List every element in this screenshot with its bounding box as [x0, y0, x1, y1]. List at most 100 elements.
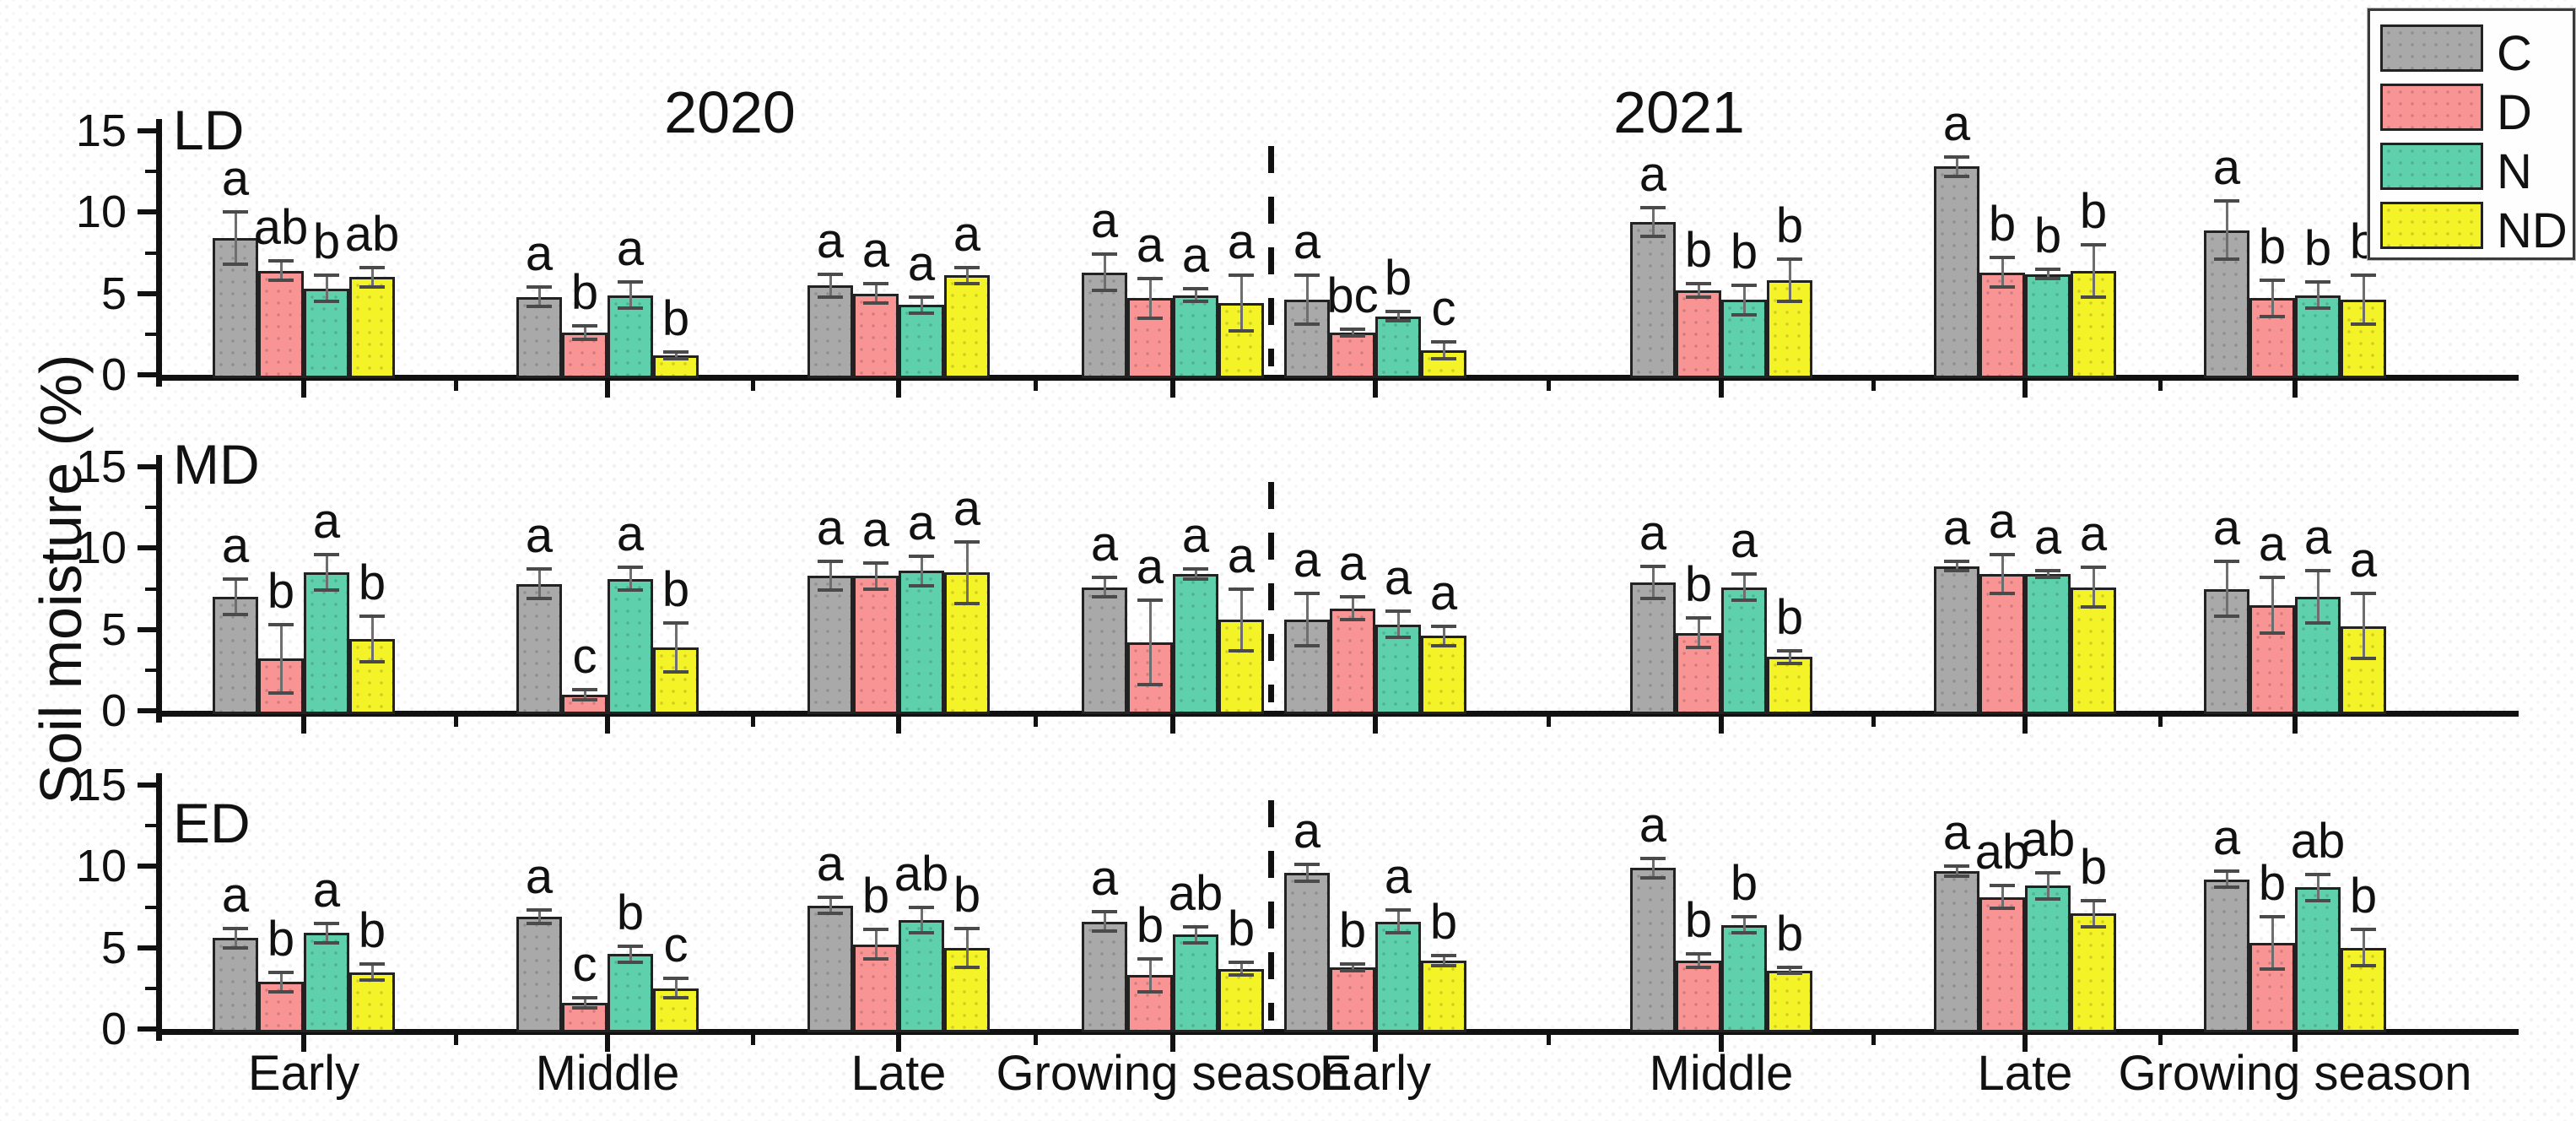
error-bar-cap-bottom: [1092, 929, 1117, 934]
error-bar: [1396, 311, 1400, 322]
error-bar: [2225, 871, 2228, 888]
error-bar-cap-bottom: [2305, 898, 2330, 902]
x-tick: [301, 381, 306, 398]
sig-letter: a: [1639, 797, 1667, 853]
error-bar-cap-bottom: [663, 356, 689, 360]
panel-label-ED: ED: [173, 792, 251, 854]
bar-N: [1375, 921, 1421, 1032]
error-bar: [234, 212, 237, 264]
bar-N: [899, 919, 944, 1032]
sig-letter: a: [861, 501, 890, 557]
error-bar-cap-bottom: [572, 1005, 597, 1010]
error-bar-cap-top: [359, 961, 385, 966]
error-bar-cap-top: [1092, 252, 1117, 257]
x-minor-tick: [1871, 717, 1876, 727]
error-bar-cap-bottom: [1944, 174, 1969, 178]
sig-letter: a: [1639, 146, 1667, 202]
x-category-label: Growing season: [996, 1046, 1350, 1101]
sig-letter: a: [816, 213, 845, 268]
sig-letter: b: [1775, 906, 1804, 961]
sig-letter: a: [1988, 494, 2017, 550]
y-tick-label: 15: [75, 441, 127, 492]
sig-letter: a: [1338, 536, 1367, 592]
sig-letter: b: [267, 563, 295, 619]
error-bar-cap-bottom: [1686, 295, 1711, 299]
error-bar-cap-top: [223, 577, 248, 581]
bar-ND: [2071, 913, 2116, 1032]
sig-letter: a: [2079, 506, 2108, 562]
bar-C: [1934, 166, 1979, 378]
legend-swatch-C: [2380, 24, 2483, 72]
error-bar-cap-top: [1686, 282, 1711, 286]
error-bar-cap-bottom: [1294, 643, 1320, 647]
sig-letter: b: [2349, 869, 2378, 924]
error-bar-cap-top: [2214, 198, 2239, 203]
error-bar-cap-bottom: [1183, 940, 1208, 945]
error-bar-cap-top: [1731, 572, 1757, 577]
x-tick: [2022, 717, 2028, 734]
error-bar-cap-top: [1990, 553, 2015, 557]
x-tick: [605, 381, 610, 398]
x-minor-tick: [453, 717, 458, 727]
y-tick: [138, 545, 156, 551]
error-bar: [874, 284, 878, 304]
error-bar: [2316, 282, 2319, 308]
year-divider: [1268, 482, 1274, 702]
x-minor-tick: [2157, 1035, 2163, 1045]
error-bar: [2046, 571, 2049, 577]
sig-letter: a: [1293, 804, 1321, 859]
x-minor-tick: [2157, 717, 2163, 727]
error-bar-cap-bottom: [1990, 284, 2015, 289]
error-bar-cap-bottom: [359, 660, 385, 664]
bar-C: [1630, 868, 1676, 1032]
error-bar-cap-bottom: [1686, 645, 1711, 649]
error-bar-cap-bottom: [2081, 295, 2106, 299]
error-bar: [674, 978, 678, 999]
y-tick-label: 10: [75, 523, 127, 574]
bar-N: [1721, 587, 1767, 714]
x-category-label: Early: [247, 1046, 360, 1101]
error-bar-cap-bottom: [909, 583, 934, 588]
error-bar: [1148, 959, 1152, 992]
y-minor-tick: [145, 986, 156, 990]
error-bar-cap-bottom: [954, 601, 980, 605]
error-bar: [1194, 926, 1197, 943]
year-title-2021: 2021: [1613, 79, 1745, 145]
error-bar-cap-bottom: [2081, 604, 2106, 609]
x-tick: [896, 381, 901, 398]
error-bar: [2001, 885, 2004, 909]
y-minor-tick: [145, 251, 156, 255]
sig-letter: b: [1384, 250, 1412, 306]
error-bar: [1194, 288, 1197, 302]
bar-N: [899, 305, 944, 378]
error-bar-cap-bottom: [863, 587, 888, 591]
error-bar-cap-top: [818, 895, 843, 899]
x-tick: [301, 717, 306, 734]
error-bar-cap-top: [2305, 872, 2330, 876]
y-tick-label: 10: [75, 841, 127, 892]
sig-letter: b: [1730, 225, 1758, 280]
sig-letter: b: [1684, 893, 1713, 949]
sig-letter: ab: [1974, 825, 2030, 880]
sig-letter: b: [1429, 895, 1458, 950]
sig-letter: a: [1227, 528, 1256, 583]
sig-letter: a: [1639, 505, 1667, 560]
error-bar-cap-bottom: [1944, 874, 1969, 878]
error-bar-cap-top: [1990, 256, 2015, 260]
bar-D: [1330, 332, 1375, 378]
error-bar-cap-bottom: [359, 284, 385, 289]
error-bar-cap-bottom: [2260, 967, 2285, 971]
sig-letter: b: [662, 561, 690, 617]
sig-letter: b: [1775, 589, 1804, 645]
error-bar-cap-top: [663, 350, 689, 355]
y-tick-label: 10: [75, 187, 127, 238]
x-tick: [1373, 717, 1378, 734]
sig-letter: a: [907, 236, 936, 291]
error-bar-cap-top: [2214, 869, 2239, 874]
error-bar: [1351, 597, 1354, 620]
error-bar: [1651, 566, 1655, 599]
error-bar-cap-top: [1385, 309, 1411, 313]
error-bar-cap-top: [1640, 856, 1666, 860]
legend-swatch-N: [2380, 143, 2483, 190]
bar-C: [2204, 879, 2249, 1032]
